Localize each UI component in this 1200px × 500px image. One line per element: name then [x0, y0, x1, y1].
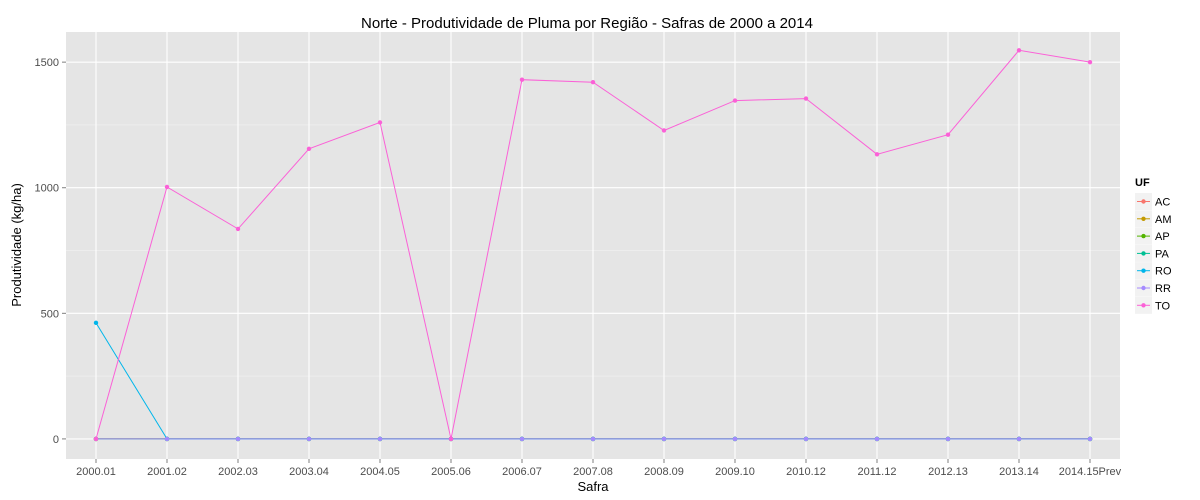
data-point-rr	[945, 436, 951, 442]
legend-item-rr: RR	[1135, 279, 1171, 297]
chart-title: Norte - Produtividade de Pluma por Regiã…	[361, 15, 813, 32]
legend-label-to: TO	[1155, 300, 1171, 312]
x-axis-title: Safra	[577, 479, 609, 494]
data-point-to	[590, 80, 596, 85]
data-point-to	[661, 128, 667, 133]
legend-point-rr	[1141, 285, 1146, 291]
data-point-to	[1087, 59, 1093, 65]
x-tick-label: 2012.13	[928, 466, 968, 478]
x-tick-label: 2009.10	[715, 466, 755, 478]
x-tick-label: 2014.15Prev	[1059, 466, 1122, 478]
data-point-to	[945, 132, 951, 137]
y-axis-title: Produtividade (kg/ha)	[9, 183, 24, 307]
data-point-to	[306, 146, 312, 151]
data-point-rr	[235, 436, 241, 442]
legend-item-ro: RO	[1135, 262, 1172, 280]
x-tick-label: 2004.05	[360, 466, 400, 478]
data-point-to	[93, 436, 99, 442]
x-tick-label: 2013.14	[999, 466, 1039, 478]
data-point-to	[732, 98, 738, 103]
y-tick-label: 1500	[35, 57, 59, 69]
x-tick-label: 2006.07	[502, 466, 542, 478]
legend-item-to: TO	[1135, 296, 1171, 314]
legend: UF AC AM AP PA RO RR TO	[1135, 177, 1172, 314]
axes: 2000.01 2001.02 2002.03 2003.04 2004.05 2005.…	[35, 57, 1122, 478]
legend-item-pa: PA	[1135, 244, 1170, 262]
x-tick-label: 2002.03	[218, 466, 258, 478]
legend-item-ap: AP	[1135, 227, 1170, 245]
y-tick-label: 500	[41, 308, 59, 320]
y-tick-label: 1000	[35, 183, 59, 195]
data-point-to	[519, 77, 525, 82]
data-point-rr	[377, 436, 383, 442]
data-point-to	[803, 96, 809, 101]
legend-label-am: AM	[1155, 214, 1172, 226]
x-tick-label: 2001.02	[147, 466, 187, 478]
legend-point-ac	[1141, 199, 1146, 204]
data-point-rr	[732, 436, 738, 442]
data-point-rr	[590, 436, 596, 442]
legend-point-am	[1141, 216, 1146, 221]
legend-label-ac: AC	[1155, 197, 1170, 209]
legend-label-pa: PA	[1155, 248, 1170, 260]
x-tick-label: 2000.01	[76, 466, 116, 478]
legend-item-ac: AC	[1135, 193, 1170, 210]
data-point-rr	[1016, 436, 1022, 442]
data-point-ro	[93, 320, 99, 326]
legend-point-to	[1141, 303, 1146, 308]
data-point-to	[377, 120, 383, 125]
data-point-rr	[803, 436, 809, 442]
data-point-to	[874, 152, 880, 157]
data-point-rr	[306, 436, 312, 442]
series-layer	[93, 48, 1093, 442]
legend-title: UF	[1135, 177, 1150, 189]
x-tick-label: 2008.09	[644, 466, 684, 478]
x-tick-label: 2003.04	[289, 466, 329, 478]
data-point-to	[235, 226, 241, 232]
data-point-to	[1016, 48, 1022, 53]
legend-label-ap: AP	[1155, 231, 1170, 243]
x-tick-label: 2010.12	[786, 466, 826, 478]
series-to	[93, 48, 1093, 442]
x-tick-label: 2011.12	[858, 466, 897, 478]
data-point-rr	[661, 436, 667, 442]
legend-label-rr: RR	[1155, 283, 1171, 295]
data-point-to	[164, 184, 170, 190]
data-point-rr	[164, 436, 170, 442]
x-tick-label: 2005.06	[431, 466, 471, 478]
legend-point-ro	[1141, 268, 1146, 273]
legend-point-pa	[1141, 251, 1146, 256]
legend-item-am: AM	[1135, 210, 1172, 228]
legend-point-ap	[1141, 233, 1146, 239]
data-point-rr	[1087, 436, 1093, 442]
data-point-rr	[519, 436, 525, 442]
data-point-to	[448, 436, 454, 442]
legend-label-ro: RO	[1155, 266, 1172, 278]
x-tick-label: 2007.08	[573, 466, 613, 478]
data-point-rr	[874, 436, 880, 442]
y-tick-label: 0	[53, 434, 59, 446]
